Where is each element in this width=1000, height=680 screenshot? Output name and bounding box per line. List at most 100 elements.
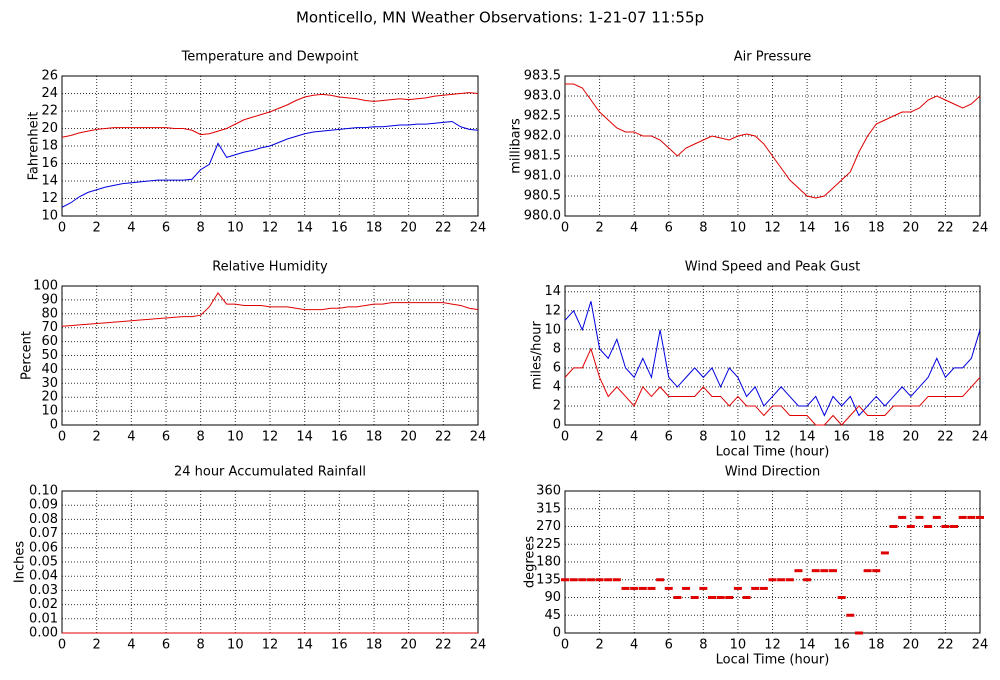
data-point [863, 569, 872, 573]
y-tick-label: 981.0 [524, 169, 561, 184]
x-tick-label: 4 [127, 221, 135, 236]
y-tick-label: 40 [41, 362, 58, 377]
x-tick-label: 8 [197, 221, 205, 236]
data-point [673, 596, 682, 599]
x-tick-label: 24 [470, 430, 487, 445]
data-point [725, 596, 734, 599]
y-tick-label: 983.0 [524, 89, 561, 104]
y-tick-label: 14 [544, 284, 561, 299]
x-tick-label: 16 [331, 430, 348, 445]
y-axis-label: degrees [523, 536, 538, 589]
y-tick-label: 0.05 [29, 555, 58, 570]
x-tick-label: 10 [227, 221, 244, 236]
x-tick-label: 18 [868, 221, 885, 236]
x-tick-label: 22 [937, 430, 954, 445]
data-point [872, 569, 881, 573]
plot-border [564, 490, 981, 634]
plot-border [564, 75, 981, 217]
x-tick-label: 2 [93, 221, 101, 236]
x-tick-label: 22 [937, 221, 954, 236]
x-axis-label: Local Time (hour) [716, 445, 830, 460]
y-tick-label: 22 [41, 104, 58, 119]
data-point [889, 525, 898, 528]
y-tick-label: 0.00 [29, 626, 58, 641]
x-tick-label: 18 [366, 430, 383, 445]
y-tick-label: 90 [544, 590, 561, 605]
y-tick-label: 2 [553, 398, 561, 413]
data-point [647, 586, 656, 590]
y-tick-label: 16 [41, 156, 58, 171]
data-point [621, 586, 630, 590]
data-point [569, 578, 578, 582]
y-tick-label: 0.04 [29, 569, 58, 584]
data-line [61, 120, 479, 208]
x-tick-label: 14 [799, 221, 816, 236]
x-tick-label: 6 [665, 638, 673, 653]
y-tick-label: 8 [553, 341, 561, 356]
x-tick-label: 10 [227, 638, 244, 653]
data-point [820, 569, 829, 573]
data-point [699, 586, 708, 590]
x-tick-label: 2 [595, 430, 603, 445]
page-title: Monticello, MN Weather Observations: 1-2… [296, 9, 704, 27]
chart-title: Wind Direction [725, 465, 821, 480]
y-tick-label: 45 [544, 608, 561, 623]
y-tick-label: 20 [41, 121, 58, 136]
data-point [932, 515, 941, 519]
x-tick-label: 20 [400, 221, 417, 236]
data-point [638, 586, 647, 590]
x-tick-label: 8 [699, 430, 707, 445]
x-tick-label: 18 [366, 638, 383, 653]
plot-border [61, 75, 479, 217]
x-tick-label: 0 [561, 221, 569, 236]
data-point [595, 578, 604, 582]
y-tick-label: 10 [41, 209, 58, 224]
y-axis-label: miles/hour [530, 320, 545, 389]
data-line [565, 83, 981, 199]
x-tick-label: 6 [162, 638, 170, 653]
data-point [950, 525, 959, 528]
y-tick-label: 0 [553, 418, 561, 433]
x-tick-label: 16 [331, 221, 348, 236]
x-axis-label: Local Time (hour) [716, 653, 830, 668]
y-tick-label: 70 [41, 320, 58, 335]
data-line [61, 92, 479, 138]
data-point [967, 515, 976, 519]
x-tick-label: 16 [833, 221, 850, 236]
x-tick-label: 14 [296, 638, 313, 653]
chart-title: 24 hour Accumulated Rainfall [174, 465, 366, 480]
x-tick-label: 20 [400, 638, 417, 653]
x-tick-label: 24 [470, 638, 487, 653]
x-tick-label: 0 [561, 430, 569, 445]
y-tick-label: 24 [41, 86, 58, 101]
data-point [794, 569, 803, 573]
y-tick-label: 982.0 [524, 129, 561, 144]
y-tick-label: 14 [41, 174, 58, 189]
x-tick-label: 22 [937, 638, 954, 653]
y-tick-label: 0 [553, 626, 561, 641]
data-point [604, 578, 613, 582]
x-tick-label: 10 [730, 221, 747, 236]
data-point [612, 578, 621, 582]
x-tick-label: 12 [764, 638, 781, 653]
x-tick-label: 22 [435, 638, 452, 653]
x-tick-label: 8 [197, 430, 205, 445]
x-tick-label: 14 [296, 221, 313, 236]
y-tick-label: 983.5 [524, 69, 561, 84]
data-point [561, 578, 569, 582]
x-tick-label: 10 [730, 430, 747, 445]
y-tick-label: 360 [536, 484, 561, 499]
x-tick-label: 0 [58, 430, 66, 445]
y-tick-label: 0.03 [29, 583, 58, 598]
x-tick-label: 8 [197, 638, 205, 653]
x-tick-label: 2 [93, 638, 101, 653]
data-point [976, 515, 984, 519]
data-point [811, 569, 820, 573]
y-tick-label: 60 [41, 334, 58, 349]
data-point [777, 578, 786, 582]
x-tick-label: 8 [699, 638, 707, 653]
data-point [906, 525, 915, 528]
data-point [586, 578, 595, 582]
x-tick-label: 8 [699, 221, 707, 236]
y-tick-label: 0.01 [29, 611, 58, 626]
